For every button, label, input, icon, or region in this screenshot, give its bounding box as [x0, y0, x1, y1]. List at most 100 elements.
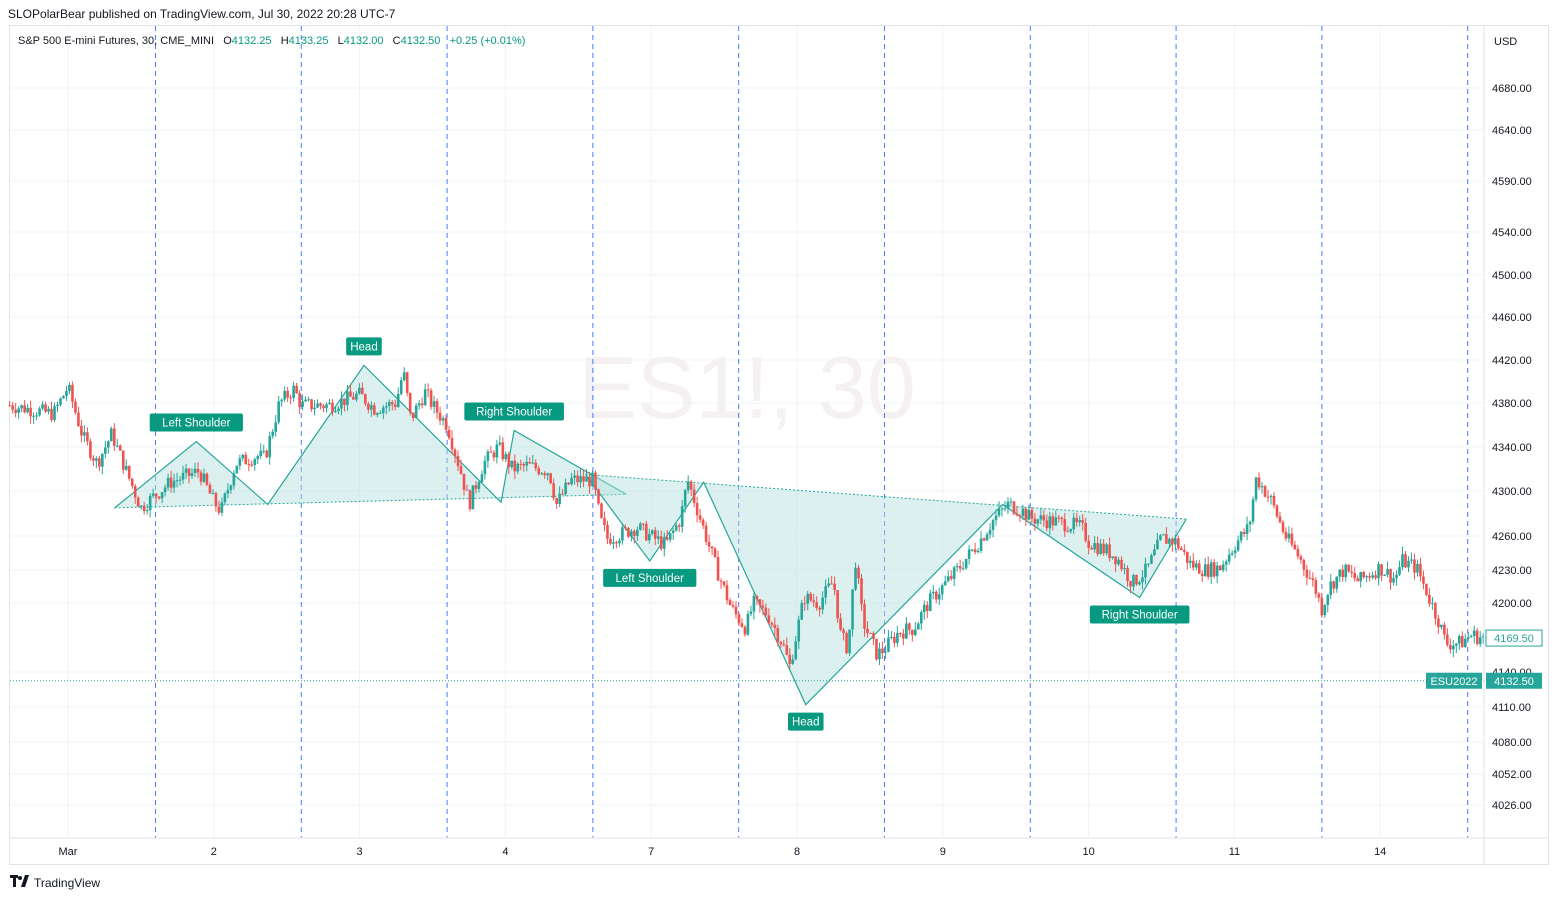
candle — [943, 581, 947, 586]
candle — [1260, 486, 1264, 488]
pattern-neckline[interactable] — [585, 474, 1187, 520]
candle — [402, 372, 406, 381]
candle — [44, 404, 47, 412]
candle — [976, 550, 980, 553]
current-price-tag[interactable] — [1485, 629, 1543, 647]
candle — [1389, 569, 1392, 583]
watermark: ES1!, 30 — [578, 338, 916, 437]
candle — [1431, 603, 1434, 605]
last-price-tag[interactable] — [1486, 672, 1542, 689]
candle — [1153, 549, 1156, 556]
candle — [414, 405, 418, 419]
candle — [1455, 643, 1458, 646]
pattern-label-badge[interactable] — [346, 337, 382, 356]
candle — [1329, 581, 1333, 595]
candle — [698, 515, 702, 520]
candle — [8, 405, 11, 407]
candle — [352, 396, 355, 400]
pattern-label-badge[interactable] — [603, 568, 697, 587]
candle — [1215, 565, 1219, 577]
publisher-attribution: SLOPolarBear published on TradingView.co… — [8, 7, 396, 21]
candle — [1045, 520, 1049, 529]
candle — [238, 458, 242, 466]
candle — [525, 461, 529, 466]
candle — [1180, 548, 1183, 551]
candle — [1425, 583, 1428, 595]
time-axis-tick: 8 — [794, 846, 800, 858]
candle — [1150, 555, 1153, 564]
change-value: +0.25 (+0.01%) — [449, 35, 526, 47]
candle — [1290, 533, 1294, 545]
candle — [130, 478, 134, 487]
candle — [743, 626, 747, 635]
candle — [737, 614, 741, 624]
candle — [361, 387, 364, 395]
candle — [543, 473, 546, 476]
candle — [1419, 563, 1422, 577]
candle — [462, 473, 466, 490]
candle — [1218, 565, 1222, 571]
pattern-outline[interactable] — [585, 474, 1187, 706]
candle — [1120, 559, 1123, 570]
candle — [1353, 573, 1356, 579]
candle — [154, 493, 158, 497]
candle — [1332, 581, 1336, 589]
candle — [1305, 569, 1309, 578]
candle — [295, 385, 298, 394]
candle — [202, 473, 206, 482]
tradingview-brand[interactable]: TradingView — [10, 875, 100, 890]
candle — [268, 436, 272, 458]
candle — [872, 633, 875, 639]
pattern-label-badge[interactable] — [1089, 605, 1190, 624]
pattern-neckline[interactable] — [114, 493, 627, 509]
pattern-label: Left Shoulder — [616, 573, 685, 585]
candle — [1102, 543, 1105, 554]
candle — [432, 401, 436, 407]
candle — [1398, 567, 1401, 575]
candle — [1171, 538, 1174, 545]
candle — [636, 529, 639, 536]
chart-frame[interactable] — [9, 25, 1549, 865]
candle — [1054, 517, 1058, 526]
candle — [1132, 574, 1135, 587]
candle — [890, 636, 893, 638]
symbol-badge[interactable] — [1426, 672, 1482, 689]
pattern-label-badge[interactable] — [149, 413, 243, 432]
candle — [764, 607, 768, 616]
candle — [53, 406, 56, 421]
candle — [1293, 544, 1297, 550]
pattern-label: Right Shoulder — [1102, 610, 1178, 622]
candle — [597, 489, 600, 504]
pattern-label-badge[interactable] — [787, 712, 824, 731]
candle — [591, 472, 594, 487]
candle — [304, 399, 307, 402]
candle — [1042, 515, 1046, 521]
candle — [316, 403, 319, 408]
price-axis-tick: 4680.00 — [1492, 83, 1532, 95]
candle — [232, 473, 236, 486]
candle — [1212, 562, 1216, 577]
candle — [1057, 517, 1061, 519]
candle — [307, 399, 310, 401]
candle — [755, 595, 759, 600]
price-axis-tick: 4460.00 — [1492, 312, 1532, 324]
candle — [618, 540, 621, 544]
candle — [1009, 501, 1013, 503]
candle — [1144, 563, 1147, 578]
candle — [1386, 569, 1389, 575]
candle — [29, 407, 32, 417]
price-axis-tick: 4420.00 — [1492, 355, 1532, 367]
candle — [671, 530, 675, 534]
candle — [331, 402, 334, 413]
tradingview-logo-icon — [10, 875, 30, 890]
candle — [627, 528, 630, 537]
candle — [1087, 540, 1090, 548]
candle — [411, 412, 415, 419]
symbol-name[interactable]: S&P 500 E-mini Futures, 30, CME_MINI — [18, 35, 215, 47]
candle — [561, 493, 564, 495]
candle — [949, 576, 953, 579]
candle — [752, 595, 756, 612]
pattern-outline[interactable] — [114, 364, 627, 509]
pattern-label-badge[interactable] — [464, 402, 564, 421]
